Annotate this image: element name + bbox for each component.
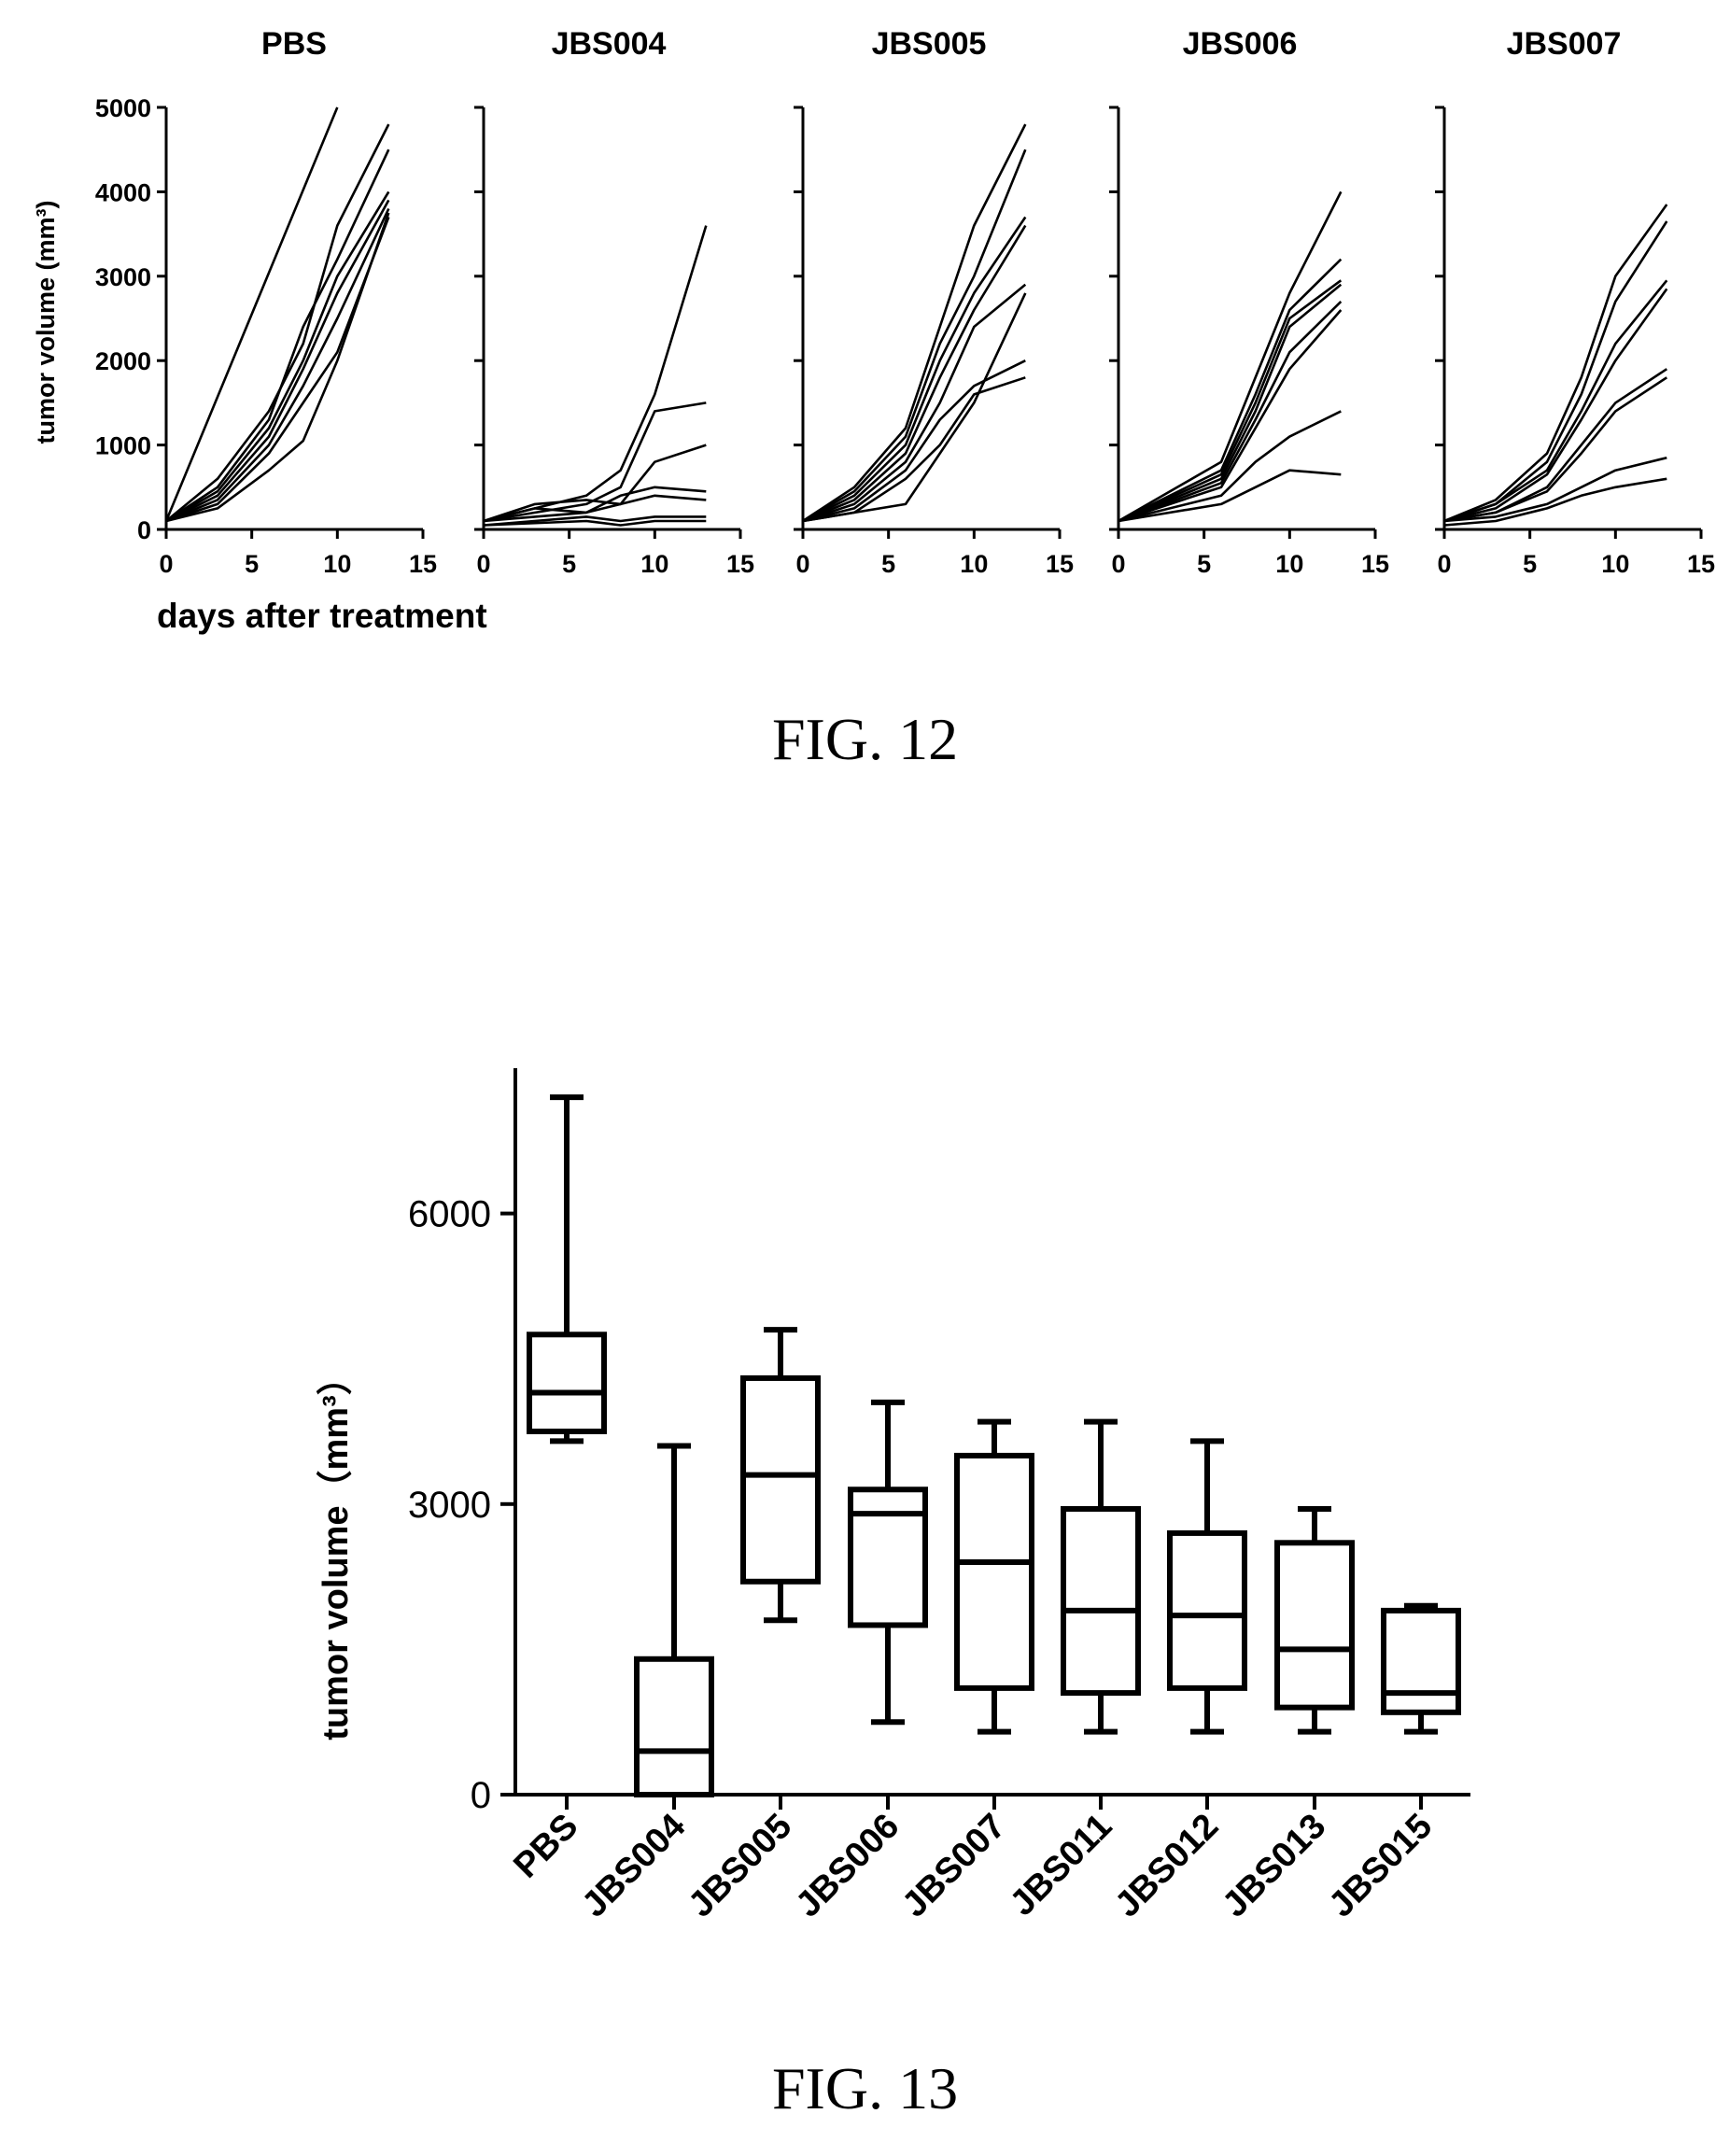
x-tick-label-jbs007: 0 xyxy=(1437,550,1451,578)
x-tick-label-jbs006: 0 xyxy=(1111,550,1125,578)
series-line-jbs004 xyxy=(483,444,707,523)
series-line-jbs007 xyxy=(1443,376,1668,523)
x-tick-label-jbs004: 0 xyxy=(476,550,490,578)
series-line-pbs xyxy=(165,212,390,523)
x-axis-label: days after treatment xyxy=(157,597,487,635)
panel-title-jbs007: JBS007 xyxy=(1507,26,1622,62)
box-jbs011 xyxy=(1061,1505,1141,1697)
x-tick-label-jbs005: 10 xyxy=(960,550,988,578)
x-tick-label-jbs004: 10 xyxy=(640,550,668,578)
series-line-jbs006 xyxy=(1118,283,1343,523)
y-axis-label: tumor volume (mm³) xyxy=(32,200,60,444)
series-line-jbs006 xyxy=(1118,190,1343,523)
box-jbs013 xyxy=(1274,1540,1355,1711)
series-line-jbs007 xyxy=(1443,204,1668,523)
series-line-jbs005 xyxy=(802,123,1027,523)
series-line-pbs xyxy=(165,148,390,523)
series-line-jbs005 xyxy=(802,292,1027,523)
series-line-pbs xyxy=(164,106,339,522)
panel-title-jbs006: JBS006 xyxy=(1183,26,1298,62)
series-line-jbs005 xyxy=(802,216,1027,523)
x-tick-label-jbs005: 5 xyxy=(881,550,895,578)
category-label-jbs005: JBS005 xyxy=(682,1807,800,1925)
box-jbs012 xyxy=(1167,1529,1247,1691)
fig12-caption: FIG. 12 xyxy=(771,706,959,772)
series-line-jbs007 xyxy=(1443,288,1668,523)
category-label-jbs012: JBS012 xyxy=(1108,1807,1227,1925)
series-line-jbs006 xyxy=(1118,410,1342,523)
box-jbs015 xyxy=(1381,1607,1461,1715)
category-label-pbs: PBS xyxy=(506,1807,585,1886)
y-tick-label: 3000 xyxy=(408,1485,491,1526)
y-tick-label: 0 xyxy=(471,1775,491,1816)
series-line-pbs xyxy=(165,207,390,523)
series-line-pbs xyxy=(165,123,390,523)
series-line-jbs007 xyxy=(1443,456,1667,523)
series-line-jbs006 xyxy=(1118,469,1342,523)
x-tick-label-jbs007: 10 xyxy=(1601,550,1629,578)
series-line-jbs006 xyxy=(1118,309,1343,523)
series-line-jbs005 xyxy=(802,224,1027,523)
series-line-pbs xyxy=(165,217,390,523)
x-tick-label-jbs006: 10 xyxy=(1275,550,1303,578)
category-label-jbs015: JBS015 xyxy=(1322,1807,1441,1925)
y-tick-label: 2000 xyxy=(95,347,151,375)
series-line-jbs004 xyxy=(483,494,707,523)
series-line-jbs005 xyxy=(802,359,1026,523)
x-tick-label-jbs006: 15 xyxy=(1361,550,1389,578)
panel-title-jbs004: JBS004 xyxy=(552,26,667,62)
y-tick-label: 5000 xyxy=(95,94,151,122)
fig13-box-chart: 030006000PBSJBS004JBS005JBS006JBS007JBS0… xyxy=(316,1068,1470,1925)
x-tick-label-pbs: 15 xyxy=(409,550,437,578)
x-tick-label-pbs: 10 xyxy=(323,550,351,578)
x-tick-label-jbs005: 15 xyxy=(1046,550,1074,578)
series-line-jbs006 xyxy=(1118,279,1343,523)
category-label-jbs011: JBS011 xyxy=(1003,1807,1119,1923)
series-line-jbs004 xyxy=(483,225,708,523)
series-line-pbs xyxy=(165,190,390,523)
panel-title-pbs: PBS xyxy=(261,26,327,62)
box-jbs007 xyxy=(954,1452,1034,1691)
series-line-jbs005 xyxy=(802,148,1027,523)
box-pbs xyxy=(527,1332,607,1434)
box-jbs004 xyxy=(634,1656,714,1797)
y-axis-label: tumor volume（mm³） xyxy=(316,1360,356,1740)
x-tick-label-jbs005: 0 xyxy=(795,550,809,578)
series-line-jbs004 xyxy=(483,402,707,523)
y-tick-label: 1000 xyxy=(95,432,151,460)
y-tick-label: 0 xyxy=(137,516,151,544)
category-label-jbs006: JBS006 xyxy=(789,1807,907,1925)
y-tick-label: 3000 xyxy=(95,263,151,291)
series-line-jbs006 xyxy=(1118,258,1343,523)
series-line-jbs007 xyxy=(1443,477,1667,527)
series-line-jbs004 xyxy=(483,519,707,527)
category-label-jbs004: JBS004 xyxy=(575,1807,694,1925)
series-line-jbs004 xyxy=(483,486,707,523)
fig13-caption: FIG. 13 xyxy=(771,2055,959,2121)
series-line-jbs005 xyxy=(802,283,1027,523)
box-jbs006 xyxy=(848,1487,928,1628)
x-tick-label-pbs: 0 xyxy=(159,550,173,578)
x-tick-label-jbs004: 5 xyxy=(562,550,576,578)
x-tick-label-jbs006: 5 xyxy=(1197,550,1211,578)
category-label-jbs013: JBS013 xyxy=(1216,1807,1334,1925)
x-tick-label-jbs004: 15 xyxy=(726,550,754,578)
y-tick-label: 6000 xyxy=(408,1194,491,1235)
x-tick-label-pbs: 5 xyxy=(245,550,259,578)
x-tick-label-jbs007: 15 xyxy=(1687,550,1715,578)
x-tick-label-jbs007: 5 xyxy=(1523,550,1537,578)
series-line-jbs006 xyxy=(1118,300,1343,523)
panel-title-jbs005: JBS005 xyxy=(872,26,987,62)
y-tick-label: 4000 xyxy=(95,178,151,206)
series-line-pbs xyxy=(165,199,390,523)
box-jbs005 xyxy=(740,1374,821,1585)
category-label-jbs007: JBS007 xyxy=(895,1807,1014,1925)
series-line-jbs007 xyxy=(1443,279,1668,523)
series-line-jbs004 xyxy=(483,515,707,527)
